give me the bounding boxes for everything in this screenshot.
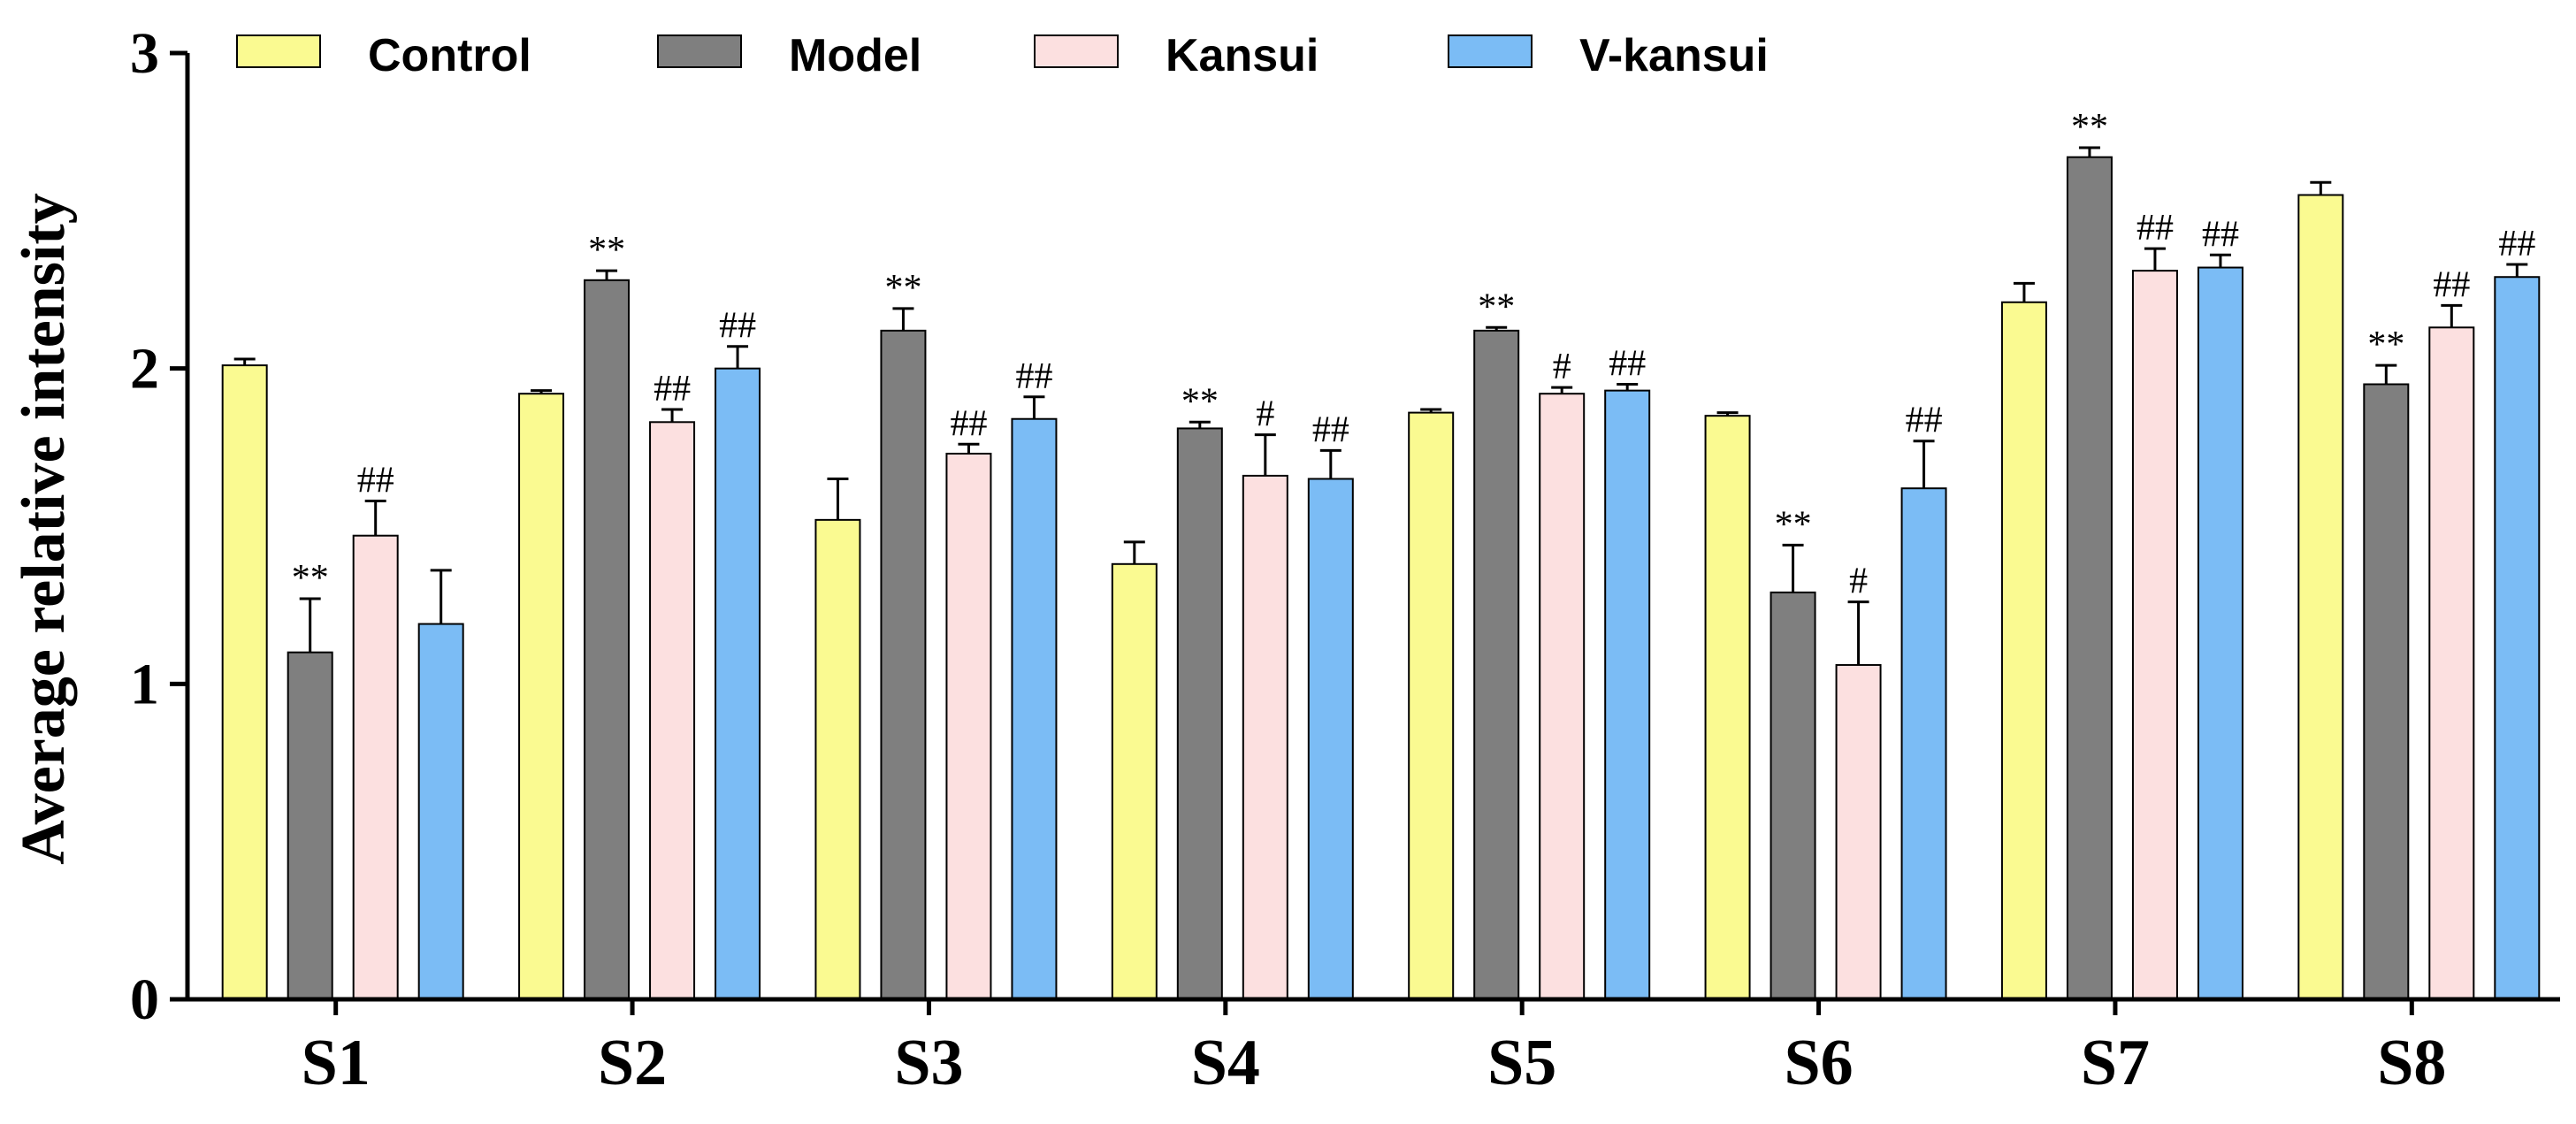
bars-layer: [221, 146, 2541, 1001]
significance-label: **: [1775, 504, 1812, 545]
bar: [880, 329, 927, 1001]
bar: [2131, 270, 2178, 1001]
category-label: S1: [302, 1027, 371, 1099]
y-tick-label: 0: [130, 967, 159, 1032]
bar: [2197, 266, 2243, 1000]
legend-label: Model: [789, 30, 921, 81]
bar: [1539, 393, 1586, 1000]
significance-label: **: [1181, 381, 1219, 422]
significance-label: **: [588, 230, 625, 271]
significance-label: ##: [2433, 264, 2470, 305]
significance-label: **: [292, 558, 329, 599]
bar: [715, 367, 761, 1000]
legend-label: Control: [368, 30, 531, 81]
legend-label: Kansui: [1166, 30, 1319, 81]
bar: [2494, 276, 2541, 1000]
bar: [584, 279, 631, 1000]
significance-label: #: [1553, 347, 1571, 387]
category-label: S3: [894, 1027, 963, 1099]
bar: [1473, 329, 1520, 1001]
significance-label: ##: [2498, 224, 2535, 264]
bar: [649, 421, 696, 1000]
legend: Control Model Kansui V-kansui: [236, 30, 1769, 81]
significance-label: ##: [1906, 401, 1943, 441]
significance-label: ##: [1312, 409, 1349, 450]
bar: [1835, 663, 1882, 1001]
y-tick-label: 3: [130, 21, 159, 86]
category-label: S8: [2377, 1027, 2446, 1099]
significance-label: ##: [2136, 208, 2174, 249]
legend-swatch: [236, 34, 321, 68]
bar: [1011, 417, 1058, 1000]
significance-label: #: [1256, 394, 1274, 435]
significance-label: ##: [719, 306, 756, 347]
y-tick-label: 1: [130, 652, 159, 716]
annotations-layer: **##**####**####** # ##**# ##**###**## ##**#…: [292, 107, 2536, 602]
category-label: S6: [1784, 1027, 1853, 1099]
legend-swatch: [657, 34, 742, 68]
bar: [2297, 194, 2344, 1000]
significance-label: ##: [357, 460, 394, 501]
bar: [1176, 427, 1223, 1000]
bar: [2363, 383, 2410, 1000]
bar: [1307, 478, 1354, 1000]
significance-label: **: [2071, 107, 2108, 148]
category-label: S5: [1487, 1027, 1556, 1099]
bar: [352, 534, 399, 1000]
significance-label: ##: [1609, 344, 1646, 385]
significance-label: ##: [654, 369, 691, 409]
bar: [2066, 156, 2113, 1000]
bar: [2428, 326, 2475, 1000]
bar: [518, 393, 565, 1000]
significance-label: **: [2367, 325, 2404, 365]
bar: [2000, 301, 2047, 1000]
bar: [1770, 591, 1816, 1001]
significance-label: **: [1478, 287, 1515, 327]
legend-swatch: [1448, 34, 1533, 68]
significance-label: **: [884, 268, 921, 309]
bar: [1242, 474, 1288, 1000]
bar: [1704, 415, 1751, 1000]
significance-label: #: [1849, 562, 1868, 602]
significance-label: ##: [2202, 214, 2239, 255]
y-tick-label: 2: [130, 337, 159, 401]
category-label: S2: [598, 1027, 667, 1099]
significance-label: ##: [1015, 356, 1052, 397]
bar: [1604, 389, 1651, 1000]
bar: [1111, 562, 1158, 1000]
legend-swatch: [1034, 34, 1119, 68]
category-label: S7: [2081, 1027, 2150, 1099]
bar: [1900, 487, 1947, 1000]
axes-layer: S1 S2 S3 S4 S5 S6 S7 S8 0 1 2 3: [130, 21, 2560, 1099]
bar: [417, 623, 464, 1000]
bar: [945, 452, 992, 1000]
y-axis-title: Average relative intensity: [10, 193, 78, 864]
legend-label: V-kansui: [1579, 30, 1769, 81]
bar: [287, 651, 333, 1001]
significance-label: ##: [950, 403, 987, 444]
bar: [1408, 411, 1455, 1001]
category-label: S4: [1191, 1027, 1260, 1099]
bar: [814, 518, 861, 1000]
bar: [221, 364, 268, 1001]
